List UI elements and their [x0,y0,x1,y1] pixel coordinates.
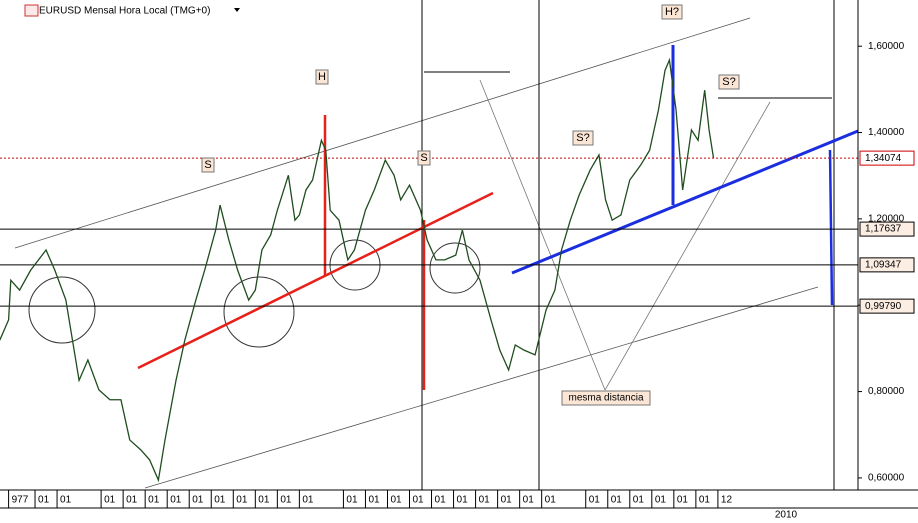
x-tick-label: 01 [611,495,623,506]
x-tick-label: 01 [390,495,402,506]
x-tick-label: 01 [368,495,380,506]
x-tick-label: 01 [589,495,601,506]
annotation: mesma distancia [568,393,643,404]
x-tick-label: 01 [38,495,50,506]
annotation: H? [665,6,679,18]
x-tick-label: 01 [170,495,182,506]
drawings [14,0,859,490]
level-label: 1,34074 [865,153,902,164]
x-tick-label: 01 [104,495,116,506]
y-tick-label: 0,60000 [868,473,905,484]
price-line [0,57,715,483]
level-label-box [859,257,915,273]
annotation: S [420,152,427,164]
level-label: 1,09347 [865,260,902,271]
x-tick-label: 01 [523,495,535,506]
x-tick-label: 01 [435,495,447,506]
x-tick-label: 01 [457,495,469,506]
title-dropdown[interactable] [234,8,240,12]
x-tick-label: 01 [302,495,314,506]
x-tick-label: 01 [148,495,160,506]
level-label-box [859,298,915,314]
symbol-icon [24,4,39,17]
annotation: S [204,159,211,171]
chart-title: EURUSD Mensal Hora Local (TMG+0) [39,6,210,17]
x-tick-label: 01 [413,495,425,506]
x-tick-label: 01 [501,495,513,506]
x-tick-label: 01 [280,495,292,506]
level-label: 0,99790 [865,301,902,312]
level-label: 1,17637 [865,224,902,235]
y-tick-label: 1,20000 [868,214,905,225]
x-tick-label: 977 [12,495,29,506]
y-tick-label: 1,60000 [868,41,905,52]
annotations: H S S H? S? S? mesma distancia [201,4,740,406]
x-tick-label: 01 [633,495,645,506]
y-tick-label: 1,40000 [868,127,905,138]
x-tick-label: 01 [699,495,711,506]
plot [0,57,715,483]
y-tick-label: 0,80000 [868,386,905,397]
x-tick-label: 01 [655,495,667,506]
x-tick-label: 01 [192,495,204,506]
x-tick-label: 12 [721,495,733,506]
x-tick-label: 01 [258,495,270,506]
annotation: H [318,71,326,83]
x-tick-label: 01 [545,495,557,506]
x-tick-label: 01 [677,495,689,506]
annotation: S? [576,132,589,144]
x-tick-label: 01 [479,495,491,506]
x-tick-label: 01 [236,495,248,506]
level-label-box [859,221,915,237]
annotation: S? [722,76,735,88]
x2-label: 2010 [775,510,798,521]
level-label-box [859,150,915,166]
x-tick-label: 01 [126,495,138,506]
x-tick-label: 01 [346,495,358,506]
x-tick-label: 01 [60,495,72,506]
x-tick-label: 01 [214,495,226,506]
